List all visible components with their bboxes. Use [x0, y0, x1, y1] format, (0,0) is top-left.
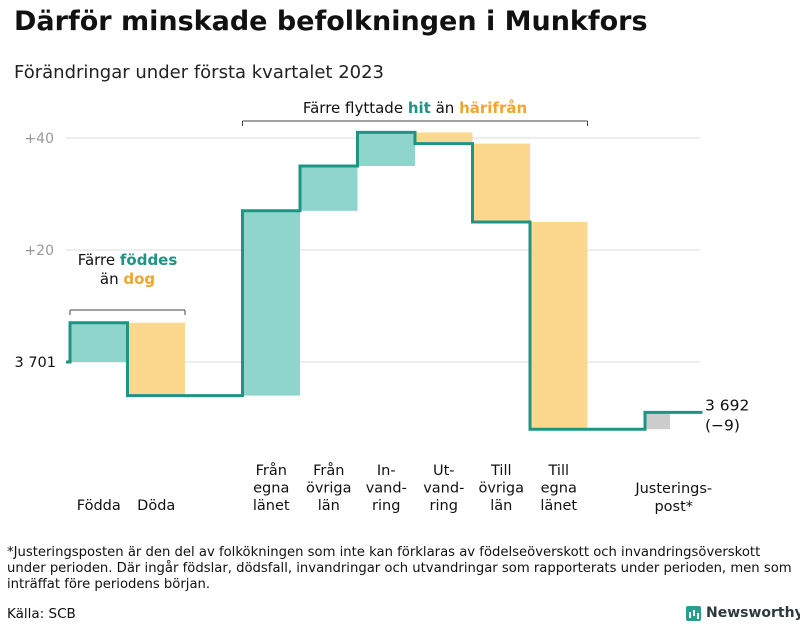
annotation-part: Färre flyttade — [303, 99, 408, 117]
category-label: Döda — [137, 498, 175, 514]
annotation-part: Färre — [78, 251, 120, 269]
footnote: *Justeringsposten är den del av folkökni… — [7, 545, 792, 592]
bar-1 — [127, 322, 185, 396]
bar-2 — [242, 210, 300, 396]
category-label: ring — [372, 498, 400, 514]
bar-6 — [472, 143, 530, 222]
category-label: ring — [430, 498, 458, 514]
source-label: Källa: SCB — [7, 606, 76, 622]
bar-5 — [415, 132, 473, 144]
category-label: egna — [253, 481, 289, 497]
category-label: In- — [377, 463, 396, 479]
bar-3 — [300, 166, 358, 211]
category-label: Födda — [77, 498, 121, 514]
brand-logo: Newsworthy — [686, 605, 800, 621]
end-change-label: (−9) — [705, 416, 740, 434]
category-label: vand- — [423, 481, 464, 497]
bar-8 — [645, 412, 670, 430]
category-label: vand- — [366, 481, 407, 497]
annotation-part: än — [100, 270, 123, 288]
annotation-text: Färre flyttade hit än härifrån — [303, 99, 527, 117]
annotation-text: än dog — [100, 270, 155, 288]
category-label: länet — [253, 498, 290, 514]
annotation-text: Färre föddes — [78, 251, 178, 269]
bar-4 — [357, 132, 415, 166]
category-label: Från — [313, 462, 344, 479]
category-label: län — [318, 498, 340, 514]
category-label: Justerings- — [634, 481, 712, 497]
category-label: övriga — [306, 481, 352, 497]
category-label: Från — [256, 462, 287, 479]
annotation-part: härifrån — [459, 99, 527, 117]
annotation-part: än — [431, 99, 459, 117]
newsworthy-icon — [686, 605, 701, 621]
step-line — [66, 130, 703, 431]
category-label: Till — [548, 463, 570, 479]
category-label: övriga — [478, 481, 524, 497]
y-tick-label: +40 — [24, 131, 54, 147]
category-label: post* — [654, 499, 693, 515]
y-tick-label: +20 — [24, 243, 54, 259]
chart-title: Därför minskade befolkningen i Munkfors — [14, 6, 648, 37]
bar-7 — [530, 222, 588, 430]
end-value-label: 3 692 — [705, 396, 749, 414]
chart-subtitle: Förändringar under första kvartalet 2023 — [14, 62, 385, 83]
bar-0 — [70, 322, 128, 362]
category-label: Till — [490, 463, 512, 479]
category-label: län — [490, 498, 512, 514]
annotation-part: föddes — [120, 251, 177, 269]
category-label: egna — [541, 481, 577, 497]
category-label: länet — [540, 498, 577, 514]
annotation-part: hit — [408, 99, 431, 117]
category-label: Ut- — [433, 463, 455, 479]
brand-name: Newsworthy — [706, 605, 800, 621]
start-value-label: 3 701 — [14, 355, 56, 371]
annotation-part: dog — [123, 270, 155, 288]
